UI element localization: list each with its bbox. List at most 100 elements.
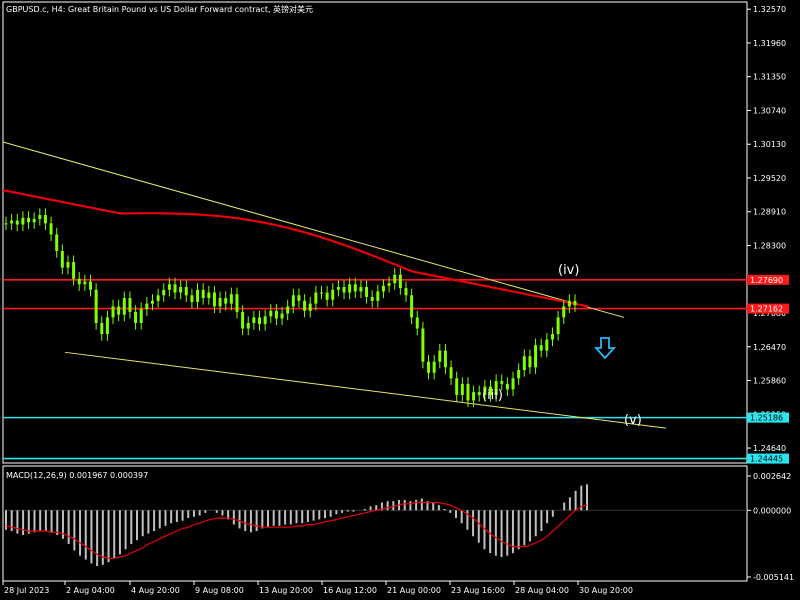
time-axis[interactable]: 28 Jul 2023 2 Aug 04:00 4 Aug 20:00 9 Aug 0… xyxy=(2,581,633,595)
candle-body xyxy=(460,383,464,395)
macd-title: MACD(12,26,9) 0.001967 0.000397 xyxy=(6,471,148,480)
level-price-label: 1.27690 xyxy=(750,276,783,285)
candle-body xyxy=(517,370,521,379)
candle-body xyxy=(162,289,166,296)
symbol-title: GBPUSD.c, H4: Great Britain Pound vs US … xyxy=(6,4,313,14)
candle-body xyxy=(134,311,138,323)
candle-body xyxy=(483,386,487,395)
time-tick-label: 21 Aug 00:00 xyxy=(387,586,441,595)
price-tick-label: 1.30740 xyxy=(753,106,786,115)
macd-axis: 0.002642 0.000000 -0.005141 xyxy=(747,472,794,582)
macd-pane-frame xyxy=(2,465,748,582)
candle-body xyxy=(381,285,385,292)
price-tick-label: 1.24640 xyxy=(753,444,786,453)
macd-tick-label: 0.000000 xyxy=(753,506,791,515)
candle-body xyxy=(477,392,481,395)
candle-body xyxy=(111,306,115,318)
candle-body xyxy=(365,287,369,297)
candle-body xyxy=(167,284,171,290)
candle-body xyxy=(297,295,301,301)
candle-body xyxy=(150,300,154,304)
horizontal-levels[interactable]: 1.27690 1.27162 1.25186 1.24445 xyxy=(3,274,789,464)
candle-body xyxy=(77,278,81,285)
candle-body xyxy=(235,294,239,312)
candle-body xyxy=(534,345,538,368)
signal-line xyxy=(5,501,588,559)
signal-line-layer xyxy=(5,501,588,559)
time-tick-label: 13 Aug 20:00 xyxy=(259,586,313,595)
candle-body xyxy=(303,300,307,311)
price-tick-label: 1.28910 xyxy=(753,208,786,217)
candle-body xyxy=(145,303,149,310)
level-price-tag xyxy=(747,453,789,464)
candle-body xyxy=(94,289,98,323)
candle-body xyxy=(410,295,414,318)
time-tick-label: 30 Aug 20:00 xyxy=(579,586,633,595)
candle-body xyxy=(27,217,31,223)
candle-body xyxy=(331,289,335,300)
candle-body xyxy=(229,294,233,304)
candle-body xyxy=(370,296,374,301)
candle-body xyxy=(258,317,262,325)
candle-body xyxy=(449,367,453,379)
price-tick-label: 1.28300 xyxy=(753,242,786,251)
candle-body xyxy=(224,298,228,304)
candle-body xyxy=(398,274,402,289)
price-tick-label: 1.30130 xyxy=(753,140,786,149)
candle-body xyxy=(438,350,442,362)
candle-body xyxy=(427,361,431,373)
candle-body xyxy=(359,287,363,292)
candle-body xyxy=(511,378,515,390)
trendline-lower xyxy=(64,351,667,429)
time-tick-label: 23 Aug 16:00 xyxy=(451,586,505,595)
candle-body xyxy=(179,287,183,293)
candle-body xyxy=(252,317,256,323)
candle-body xyxy=(269,310,273,317)
candle-body xyxy=(190,295,194,302)
candle-body xyxy=(32,218,36,223)
level-price-tag xyxy=(747,303,789,314)
candle-body xyxy=(443,350,447,368)
candle-body xyxy=(455,378,459,395)
candle-body xyxy=(263,316,267,325)
candle-body xyxy=(38,215,42,219)
candle-body xyxy=(21,217,25,225)
candle-body xyxy=(66,262,70,268)
candle-body xyxy=(539,345,543,351)
candle-body xyxy=(72,262,76,279)
level-price-tag xyxy=(747,274,789,285)
candle-body xyxy=(308,303,312,311)
candle-body xyxy=(60,251,64,268)
price-tick-label: 1.25860 xyxy=(753,377,786,386)
trendlines[interactable] xyxy=(2,141,667,429)
price-tick-label: 1.29520 xyxy=(753,174,786,183)
level-price-label: 1.24445 xyxy=(750,455,783,464)
candle-body xyxy=(353,284,357,292)
candle-body xyxy=(500,381,504,384)
candle-body xyxy=(89,281,93,290)
candle-body xyxy=(528,356,532,368)
candle-body xyxy=(404,288,408,296)
candle-body xyxy=(415,317,419,329)
wave-label-v: (v) xyxy=(624,413,642,428)
candle-body xyxy=(291,295,295,307)
candle-body xyxy=(522,356,526,371)
candle-body xyxy=(4,223,8,225)
candles xyxy=(4,208,577,408)
candle-body xyxy=(488,386,492,395)
candle-body xyxy=(545,339,549,351)
candle-body xyxy=(348,284,352,293)
level-price-tag xyxy=(747,412,789,423)
candle-body xyxy=(342,287,346,293)
time-tick-label: 4 Aug 20:00 xyxy=(131,586,180,595)
down-arrow-icon xyxy=(593,337,617,360)
wave-label-iii: (iii) xyxy=(482,388,503,403)
price-tick-label: 1.31350 xyxy=(753,73,786,82)
candle-body xyxy=(207,292,211,299)
candle-body xyxy=(15,220,19,225)
candle-body xyxy=(184,287,188,296)
time-tick-label: 28 Aug 04:00 xyxy=(515,586,569,595)
wave-label-iv: (iv) xyxy=(558,263,579,278)
candle-body xyxy=(505,383,509,390)
